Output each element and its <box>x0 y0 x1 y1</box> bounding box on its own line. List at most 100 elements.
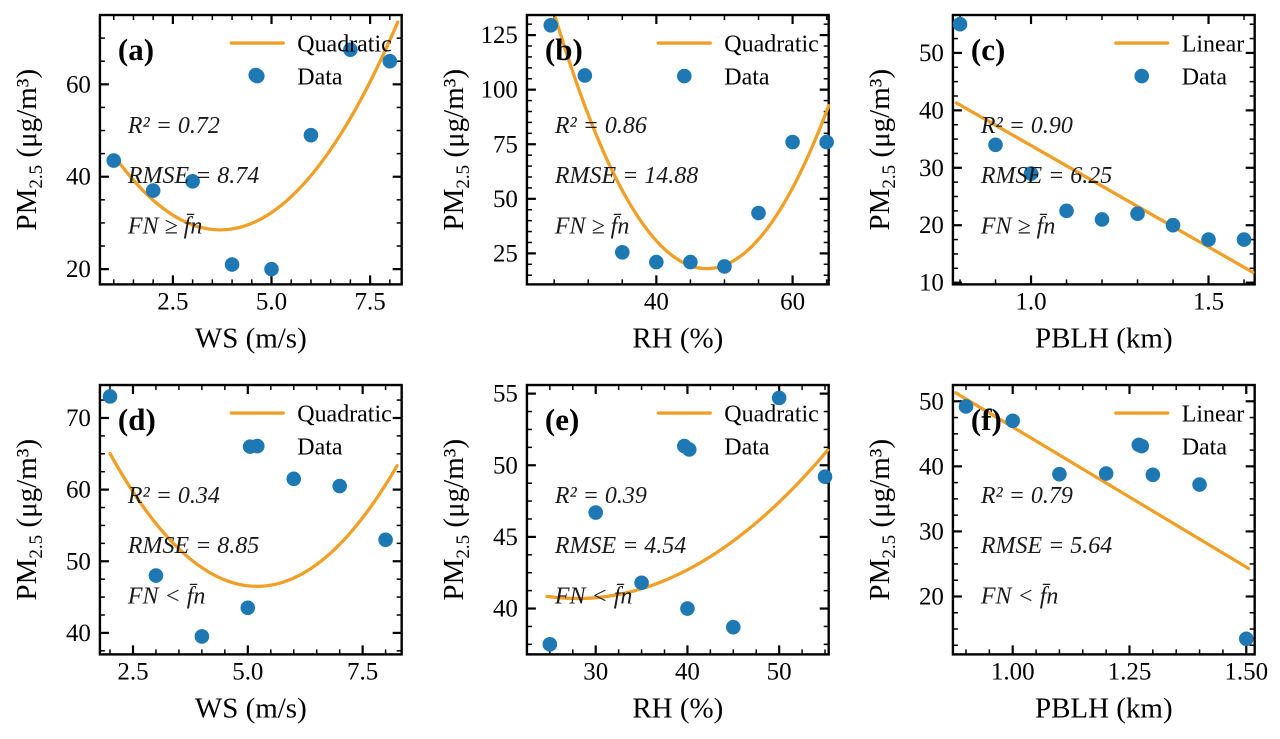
data-point <box>1095 212 1110 227</box>
panel-f: 1.00 1.25 1.50 20 30 40 50 (f) Linear Data R² = 0.… <box>853 370 1280 739</box>
y-tick-label: 40 <box>919 97 944 124</box>
panel-letter: (c) <box>971 32 1005 67</box>
data-point <box>1130 206 1146 222</box>
panel-e-plot: 30 40 50 40 45 50 55 (e) Quadratic Data R² = 0.39 R… <box>438 380 832 724</box>
stats-annotation-line: FN ≥ f̄n <box>127 213 202 239</box>
x-tick-label: 7.5 <box>347 658 378 685</box>
y-tick-label: 40 <box>919 453 944 480</box>
y-tick-label: 100 <box>480 77 517 104</box>
data-point <box>378 531 393 547</box>
data-point <box>959 398 974 414</box>
x-axis-label: RH (%) <box>632 322 723 354</box>
stats-annotation-line: FN ≥ f̄n <box>554 213 629 239</box>
stats-annotation-line: FN ≥ f̄n <box>980 213 1055 239</box>
data-point <box>194 628 210 644</box>
x-tick-label: 1.25 <box>1108 658 1152 685</box>
stats-annotation-line: RMSE = 5.64 <box>980 533 1112 559</box>
x-tick-label: 1.50 <box>1225 658 1269 685</box>
stats-annotation-line: RMSE = 8.85 <box>127 533 259 559</box>
data-point <box>332 478 347 493</box>
x-axis-label: RH (%) <box>632 692 723 724</box>
panel-b-plot: 40 60 25 50 75 100 125 (b) Quadratic Data R² = 0.8… <box>438 13 834 354</box>
x-axis-label: PBLH (km) <box>1035 322 1173 354</box>
stats-annotation-line: RMSE = 8.74 <box>127 163 259 189</box>
data-point <box>106 153 122 168</box>
y-tick-label: 60 <box>66 71 91 98</box>
data-point <box>303 127 319 143</box>
x-tick-label: 5.0 <box>256 288 287 315</box>
data-point <box>224 257 240 272</box>
legend-fit-label: Quadratic <box>297 401 392 427</box>
y-axis-label: PM2.5 (μg/m³) <box>864 438 900 600</box>
panel-b: 40 60 25 50 75 100 125 (b) Quadratic Data R² = 0.8… <box>427 0 854 370</box>
y-tick-label: 50 <box>919 40 944 67</box>
data-point <box>716 259 732 274</box>
panel-letter: (f) <box>971 402 1002 437</box>
legend-fit-label: Quadratic <box>297 32 392 58</box>
y-tick-label: 30 <box>919 155 944 182</box>
stats-annotation-line: R² = 0.90 <box>980 113 1073 139</box>
y-tick-label: 60 <box>66 476 91 503</box>
legend-fit-label: Linear <box>1182 32 1245 58</box>
data-point <box>577 68 592 83</box>
y-tick-label: 40 <box>66 164 91 191</box>
x-tick-label: 5.0 <box>232 658 263 685</box>
legend-marker-sample <box>249 68 265 84</box>
data-point <box>1099 465 1114 481</box>
axes-frame <box>952 383 1257 656</box>
data-point <box>148 567 164 583</box>
fit-curve <box>108 451 399 588</box>
y-tick-label: 40 <box>66 619 91 646</box>
fit-curve <box>954 390 1251 570</box>
x-tick-label: 30 <box>583 658 608 685</box>
y-axis-label: PM2.5 (μg/m³) <box>11 69 47 231</box>
data-point <box>679 600 695 616</box>
data-point <box>264 261 279 277</box>
axes-frame <box>525 13 830 286</box>
panel-letter: (a) <box>118 32 154 67</box>
data-point <box>819 134 834 150</box>
panel-e: 30 40 50 40 45 50 55 (e) Quadratic Data R² = 0.39 R… <box>427 370 854 739</box>
stats-annotation-line: R² = 0.34 <box>127 483 220 509</box>
x-axis-label: WS (m/s) <box>195 322 307 354</box>
data-point <box>240 600 256 615</box>
panel-a: 2.5 5.0 7.5 20 40 60 (a) Quadratic Data R² = 0.72… <box>0 0 427 370</box>
y-tick-label: 20 <box>919 212 944 239</box>
data-point <box>145 183 161 198</box>
panel-letter: (d) <box>118 402 156 437</box>
panel-d: 2.5 5.0 7.5 40 50 60 70 (d) Quadratic Data R² = 0.… <box>0 370 427 739</box>
data-point <box>286 471 302 486</box>
stats-annotation-line: R² = 0.72 <box>127 113 220 139</box>
legend-fit-label: Quadratic <box>724 401 819 427</box>
data-point <box>817 468 832 484</box>
stats-annotation-line: FN < f̄n <box>554 583 632 609</box>
legend-data-label: Data <box>724 434 770 460</box>
data-point <box>1166 217 1181 233</box>
y-axis-label: PM2.5 (μg/m³) <box>11 438 47 600</box>
stats-annotation-line: FN < f̄n <box>127 583 205 609</box>
data-point <box>648 254 664 270</box>
y-tick-label: 30 <box>919 518 944 545</box>
axes-frame <box>98 13 403 286</box>
data-point <box>1052 466 1068 481</box>
y-tick-label: 10 <box>919 270 944 297</box>
data-point <box>750 205 766 221</box>
y-tick-label: 50 <box>66 548 91 575</box>
data-point <box>543 17 558 33</box>
stats-annotation-line: RMSE = 4.54 <box>554 533 686 559</box>
data-point <box>1145 467 1161 482</box>
y-tick-label: 20 <box>66 256 91 283</box>
x-tick-label: 50 <box>766 658 791 685</box>
y-axis-label: PM2.5 (μg/m³) <box>438 69 474 231</box>
legend-fit-label: Quadratic <box>724 32 819 58</box>
data-point <box>1005 412 1021 428</box>
data-point <box>614 244 630 260</box>
legend-marker-sample <box>676 438 692 453</box>
x-axis-label: WS (m/s) <box>195 692 307 724</box>
axes-frame <box>952 13 1257 286</box>
data-point <box>542 636 557 652</box>
legend-fit-label: Linear <box>1182 401 1245 427</box>
stats-annotation-line: R² = 0.39 <box>554 483 647 509</box>
data-point <box>1192 476 1208 492</box>
legend-marker-sample <box>1134 438 1150 453</box>
